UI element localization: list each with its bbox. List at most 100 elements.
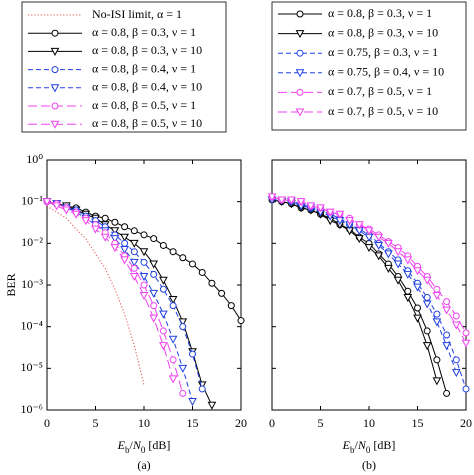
marker [150,270,158,278]
legend-label: α = 0.8, β = 0.3, ν = 1 [92,25,196,39]
legend-marker [296,88,304,96]
marker [52,202,62,211]
marker [139,291,149,301]
marker [189,260,196,268]
legend-label: α = 0.8, β = 0.3, ν = 10 [92,43,202,57]
marker [189,350,196,358]
marker [81,217,91,226]
marker [188,397,197,407]
legend-marker [51,66,59,74]
marker [168,295,178,305]
marker [422,342,432,351]
marker [452,356,460,364]
x-axis-label: Eb/N0 [dB] [342,438,396,455]
marker [461,339,471,348]
marker [150,235,158,243]
legend-label: No-ISI limit, α = 1 [92,7,182,21]
marker [130,248,138,256]
legend-label: α = 0.75, β = 0.4, ν = 10 [328,65,444,79]
marker [433,285,441,293]
marker [140,281,148,289]
marker [451,321,461,330]
x-tick-label: 5 [318,416,324,430]
marker [227,302,235,310]
x-tick-label: 10 [363,416,375,430]
marker [159,342,168,351]
marker [413,267,422,276]
marker [62,206,71,215]
y-axis-label: BER [4,273,18,296]
marker [168,335,178,344]
marker [111,218,119,226]
marker [207,401,217,410]
marker [423,327,431,335]
legend-box [271,1,467,131]
marker [42,198,52,207]
marker [277,196,287,205]
series-line [272,199,457,373]
y-tick-label: 10⁻⁴ [20,318,43,332]
marker [393,260,403,269]
y-tick-label: 10⁻⁶ [20,402,43,416]
legend-label: α = 0.7, β = 0.5, ν = 1 [328,84,432,98]
marker [169,248,177,256]
marker [267,193,277,202]
marker [443,389,451,397]
marker [159,310,168,319]
legend-marker [50,84,60,93]
marker [316,204,325,213]
marker [149,289,159,298]
marker [335,210,345,219]
marker [384,239,393,248]
marker [169,356,177,364]
series-line [46,201,193,402]
caption: (a) [137,458,150,472]
marker [129,258,139,267]
marker [354,221,364,230]
marker [393,248,403,257]
marker [179,389,187,397]
marker [413,314,422,323]
marker [179,254,187,262]
marker [140,231,148,239]
marker [442,306,451,315]
legend-label: α = 0.8, β = 0.5, ν = 1 [92,98,196,112]
marker [169,302,177,310]
marker [140,258,148,266]
marker [296,198,306,207]
x-tick-label: 20 [235,416,247,430]
marker [139,248,149,257]
marker [403,256,413,265]
y-tick-label: 10⁰ [26,152,43,166]
marker [150,302,158,310]
marker [120,233,129,242]
marker [129,239,139,248]
series-line [46,205,145,386]
x-tick-label: 5 [93,416,99,430]
marker [325,208,335,217]
marker [364,244,374,253]
marker [354,235,364,244]
marker [130,227,138,235]
marker [433,356,441,364]
marker [121,223,129,231]
legend-marker [295,69,305,78]
marker [432,291,442,301]
marker [393,276,403,285]
legend-marker [296,10,304,18]
marker [384,264,393,273]
marker [198,268,206,276]
marker [101,214,109,222]
marker [462,329,470,337]
marker [384,250,393,259]
legend-label: α = 0.7, β = 0.5, ν = 10 [328,104,438,118]
x-tick-label: 0 [269,416,275,430]
marker [120,256,129,265]
legend-marker [295,108,305,117]
x-tick-label: 20 [460,416,472,430]
marker [422,276,432,285]
marker [208,279,216,287]
y-tick-label: 10⁻⁵ [20,360,43,374]
marker [462,385,470,393]
